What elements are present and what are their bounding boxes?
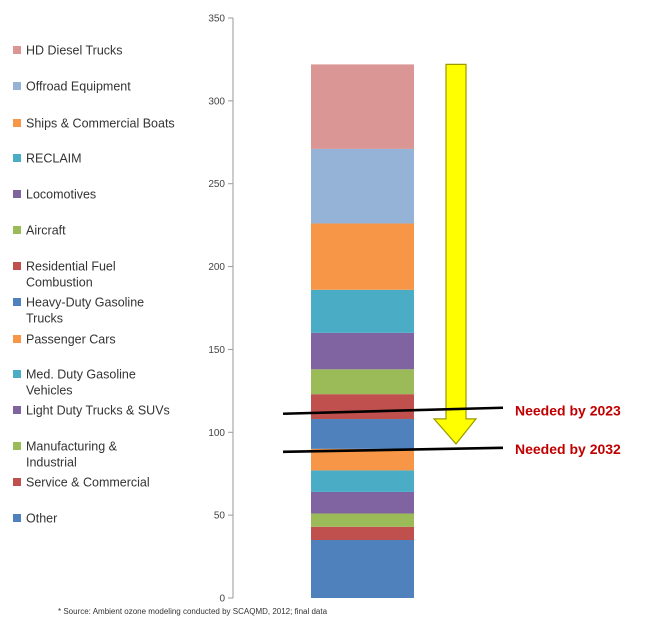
target-line-needed-by-2023	[282, 406, 504, 416]
legend-swatch	[13, 262, 21, 270]
legend-label: Manufacturing &	[26, 440, 118, 454]
legend-label: Aircraft	[26, 224, 66, 238]
target-lines: Needed by 2023 Needed by 2032	[282, 403, 621, 457]
bar-segment-hd-diesel-trucks	[311, 64, 414, 149]
legend-label: Combustion	[26, 276, 93, 290]
bar-segment-service-and-commercial	[311, 526, 414, 540]
legend-swatch	[13, 514, 21, 522]
reduction-arrow	[432, 63, 478, 445]
legend-label: Vehicles	[26, 384, 73, 398]
legend-label: Trucks	[26, 312, 63, 326]
y-axis: 0 50 100 150 200 250 300 350	[208, 14, 234, 605]
down-arrow-icon	[432, 63, 478, 445]
legend-item-manufacturing-and-industrial: Manufacturing & Industrial	[13, 440, 118, 470]
bar-segment-reclaim	[311, 289, 414, 333]
legend-label: Heavy-Duty Gasoline	[26, 296, 144, 310]
legend-item-reclaim: RECLAIM	[13, 152, 82, 166]
bar-segment-heavy-duty-gasoline-trucks	[311, 419, 414, 449]
bar-segment-offroad-equipment	[311, 148, 414, 224]
legend-label: Offroad Equipment	[26, 80, 131, 94]
target-label-needed-by-2023: Needed by 2023	[515, 403, 621, 419]
legend-swatch	[13, 226, 21, 234]
target-line-needed-by-2032	[282, 446, 504, 454]
legend-swatch	[13, 82, 21, 90]
legend-label: Med. Duty Gasoline	[26, 368, 136, 382]
bar-segment-ships-and-commercial-boats	[311, 223, 414, 290]
y-tick-label: 200	[208, 262, 225, 273]
bar-segment-manufacturing-and-industrial	[311, 513, 414, 527]
legend-item-residential-fuel-combustion: Residential Fuel Combustion	[13, 260, 116, 290]
legend-swatch	[13, 406, 21, 414]
y-tick-label: 350	[208, 14, 225, 25]
legend-item-service-and-commercial: Service & Commercial	[13, 476, 150, 490]
y-tick-label: 300	[208, 96, 225, 107]
bar-segment-residential-fuel-combustion	[311, 394, 414, 420]
legend-label: Light Duty Trucks & SUVs	[26, 404, 170, 418]
stacked-bar	[311, 64, 414, 598]
y-tick-label: 150	[208, 345, 225, 356]
y-tick-label: 100	[208, 428, 225, 439]
legend-label: Residential Fuel	[26, 260, 116, 274]
bar-segment-other	[311, 540, 414, 598]
bar-segment-locomotives	[311, 332, 414, 370]
bar-segment-light-duty-trucks-and-suvs	[311, 491, 414, 514]
bar-segment-aircraft	[311, 369, 414, 395]
legend-item-passenger-cars: Passenger Cars	[13, 333, 116, 347]
legend-item-locomotives: Locomotives	[13, 188, 96, 202]
legend-item-hd-diesel-trucks: HD Diesel Trucks	[13, 44, 123, 58]
legend: HD Diesel Trucks Offroad Equipment Ships &…	[13, 44, 175, 526]
legend-label: Locomotives	[26, 188, 96, 202]
legend-label: RECLAIM	[26, 152, 82, 166]
legend-swatch	[13, 46, 21, 54]
y-tick-label: 0	[219, 594, 225, 605]
y-tick-label: 50	[214, 511, 226, 522]
legend-label: Other	[26, 512, 57, 526]
legend-swatch	[13, 442, 21, 450]
legend-item-aircraft: Aircraft	[13, 224, 66, 238]
legend-swatch	[13, 119, 21, 127]
bar-segment-passenger-cars	[311, 448, 414, 471]
legend-label: Passenger Cars	[26, 333, 116, 347]
legend-label: Service & Commercial	[26, 476, 150, 490]
legend-item-light-duty-trucks-and-suvs: Light Duty Trucks & SUVs	[13, 404, 170, 418]
legend-swatch	[13, 190, 21, 198]
legend-swatch	[13, 370, 21, 378]
legend-label: HD Diesel Trucks	[26, 44, 123, 58]
legend-swatch	[13, 298, 21, 306]
legend-label: Ships & Commercial Boats	[26, 117, 175, 131]
target-label-needed-by-2032: Needed by 2032	[515, 441, 621, 457]
legend-item-heavy-duty-gasoline-trucks: Heavy-Duty Gasoline Trucks	[13, 296, 144, 326]
legend-item-med-duty-gasoline-vehicles: Med. Duty Gasoline Vehicles	[13, 368, 136, 398]
legend-item-other: Other	[13, 512, 57, 526]
legend-swatch	[13, 478, 21, 486]
y-tick-label: 250	[208, 179, 225, 190]
legend-label: Industrial	[26, 456, 77, 470]
legend-swatch	[13, 154, 21, 162]
legend-item-ships-and-commercial-boats: Ships & Commercial Boats	[13, 117, 175, 131]
bar-segment-med-duty-gasoline-vehicles	[311, 470, 414, 492]
legend-item-offroad-equipment: Offroad Equipment	[13, 80, 131, 94]
legend-swatch	[13, 335, 21, 343]
source-note: * Source: Ambient ozone modeling conduct…	[58, 607, 328, 616]
